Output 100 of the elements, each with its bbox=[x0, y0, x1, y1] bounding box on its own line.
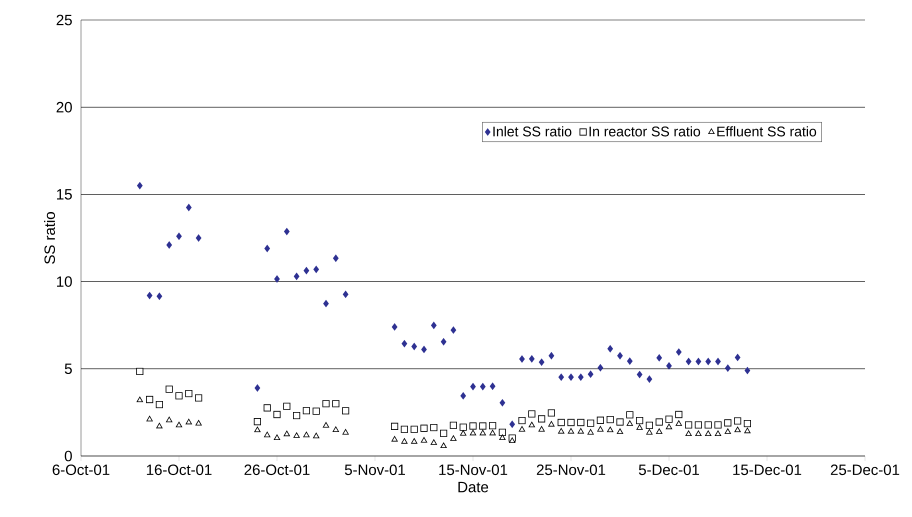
point bbox=[597, 426, 604, 432]
point bbox=[480, 383, 486, 390]
point bbox=[548, 421, 555, 427]
point bbox=[656, 428, 662, 434]
point bbox=[284, 430, 290, 436]
point bbox=[176, 232, 182, 240]
point bbox=[744, 428, 751, 434]
point bbox=[186, 418, 192, 424]
point bbox=[675, 410, 682, 418]
point bbox=[274, 434, 280, 440]
point bbox=[499, 434, 506, 440]
point bbox=[646, 422, 653, 429]
point bbox=[460, 430, 466, 436]
point bbox=[293, 432, 300, 438]
point bbox=[715, 358, 721, 366]
point bbox=[460, 392, 466, 400]
point bbox=[577, 418, 584, 426]
point bbox=[440, 430, 448, 437]
point bbox=[460, 424, 467, 431]
point bbox=[617, 352, 623, 360]
point bbox=[587, 429, 594, 435]
point bbox=[284, 228, 290, 236]
point bbox=[400, 426, 408, 433]
point bbox=[665, 416, 673, 423]
y-tick-label: 20 bbox=[56, 102, 72, 112]
point bbox=[254, 384, 260, 392]
point bbox=[136, 396, 143, 402]
point bbox=[538, 358, 544, 366]
point bbox=[744, 366, 750, 374]
point bbox=[489, 422, 496, 430]
x-tick-label: 15-Nov-01 bbox=[439, 464, 508, 476]
point bbox=[430, 439, 437, 445]
x-axis-title: Date bbox=[458, 482, 488, 492]
point bbox=[332, 400, 340, 408]
point bbox=[420, 424, 428, 432]
point bbox=[519, 355, 525, 363]
point bbox=[450, 435, 457, 441]
point bbox=[518, 417, 526, 424]
point bbox=[323, 300, 329, 308]
point bbox=[186, 204, 192, 212]
point bbox=[420, 437, 428, 443]
y-tick-label: 10 bbox=[57, 276, 72, 287]
point bbox=[421, 346, 427, 354]
point bbox=[254, 418, 261, 426]
point bbox=[558, 374, 564, 381]
x-tick-label: 25-Nov-01 bbox=[536, 464, 606, 476]
point bbox=[136, 368, 144, 375]
x-tick-label: 26-Oct-01 bbox=[244, 464, 310, 476]
point bbox=[196, 234, 202, 242]
point bbox=[440, 338, 446, 346]
point bbox=[596, 416, 604, 424]
point bbox=[714, 430, 722, 436]
point bbox=[538, 426, 545, 432]
point bbox=[528, 410, 536, 418]
point bbox=[176, 422, 182, 428]
point bbox=[656, 418, 663, 426]
point bbox=[626, 411, 634, 418]
point bbox=[696, 358, 702, 366]
point bbox=[666, 362, 672, 370]
point bbox=[538, 415, 546, 422]
point bbox=[529, 355, 535, 362]
point bbox=[470, 383, 476, 390]
point bbox=[322, 400, 330, 408]
point bbox=[166, 386, 173, 393]
y-axis-title: SS ratio bbox=[44, 212, 56, 264]
point bbox=[342, 429, 349, 435]
y-tick-label: 5 bbox=[64, 364, 72, 374]
point bbox=[479, 422, 486, 430]
y-tick-label: 15 bbox=[57, 189, 72, 200]
point bbox=[734, 417, 742, 425]
point bbox=[146, 416, 153, 422]
point bbox=[607, 345, 613, 352]
point bbox=[440, 442, 447, 448]
point bbox=[734, 354, 740, 362]
point bbox=[666, 424, 672, 430]
point bbox=[430, 424, 438, 432]
point bbox=[303, 432, 310, 438]
point bbox=[450, 326, 456, 334]
point bbox=[480, 430, 486, 436]
point bbox=[146, 292, 152, 300]
point bbox=[588, 370, 594, 378]
point bbox=[567, 418, 575, 426]
point bbox=[490, 382, 496, 390]
point bbox=[568, 374, 574, 381]
x-tick-label: 15-Dec-01 bbox=[733, 464, 802, 476]
point bbox=[686, 358, 692, 366]
point bbox=[312, 408, 320, 415]
point bbox=[391, 436, 398, 442]
y-tick-label: 0 bbox=[64, 450, 72, 462]
point bbox=[509, 437, 516, 443]
point bbox=[606, 416, 614, 424]
point bbox=[676, 420, 682, 426]
x-tick-label: 16-Oct-01 bbox=[146, 464, 212, 476]
point bbox=[598, 364, 604, 372]
y-tick-label: 25 bbox=[56, 14, 72, 26]
point bbox=[332, 426, 339, 432]
point bbox=[694, 421, 702, 429]
point bbox=[724, 419, 732, 426]
point bbox=[411, 438, 418, 444]
point bbox=[431, 322, 437, 329]
